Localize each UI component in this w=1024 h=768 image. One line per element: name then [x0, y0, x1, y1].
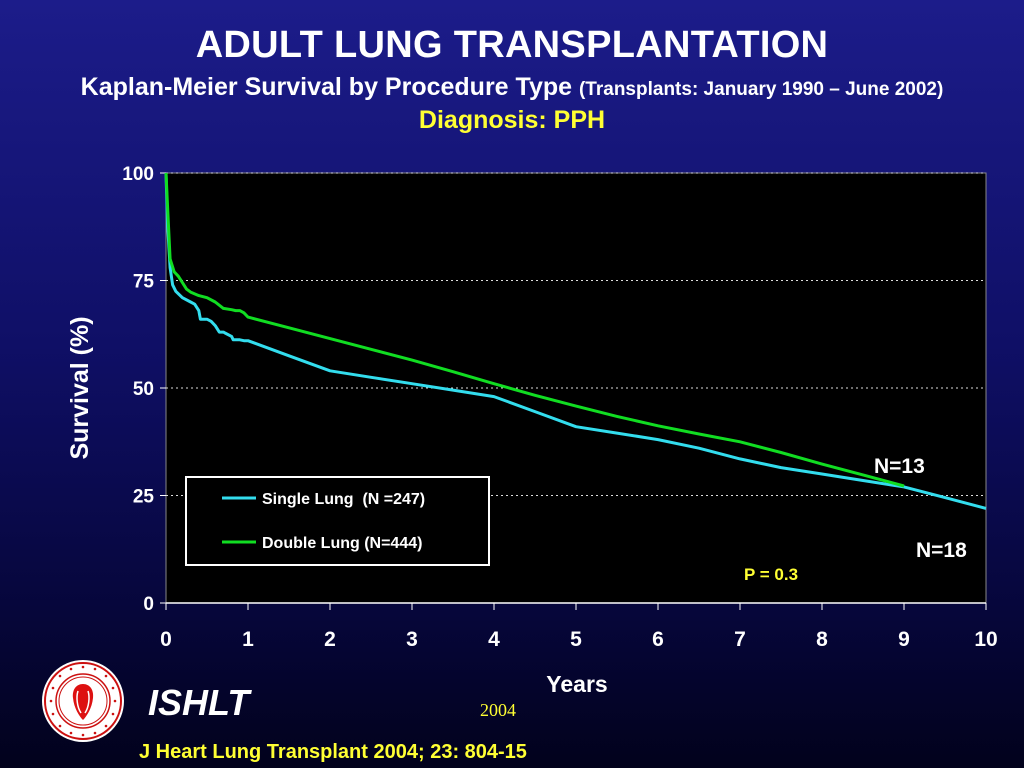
- legend-label-double-lung: Double Lung (N=444): [262, 535, 422, 552]
- year-label: 2004: [480, 700, 516, 720]
- subtitle-main: Kaplan-Meier Survival by Procedure Type: [80, 73, 573, 101]
- axes: 0 25 50 75 100 0 1 2 3 4 5 6 7 8 9 10: [122, 164, 997, 651]
- x-tick-label-2: 2: [324, 628, 336, 651]
- y-tick-label-100: 100: [122, 164, 154, 185]
- y-tick-label-75: 75: [133, 272, 155, 293]
- annotation-n18: N=18: [916, 539, 967, 562]
- x-tick-label-6: 6: [652, 628, 664, 651]
- series-line-single-lung: [164, 172, 987, 510]
- annotation-n13: N=13: [874, 455, 925, 478]
- ishlt-seal-logo: [42, 660, 124, 742]
- y-tick-label-0: 0: [143, 594, 154, 615]
- x-tick-label-9: 9: [898, 628, 910, 651]
- legend: Single Lung (N =247) Double Lung (N=444): [185, 476, 490, 566]
- citation: J Heart Lung Transplant 2004; 23: 804-15: [139, 741, 527, 763]
- series-lines: [164, 172, 987, 510]
- y-tick-label-50: 50: [133, 379, 154, 400]
- x-tick-label-8: 8: [816, 628, 828, 651]
- ishlt-label: ISHLT: [148, 682, 250, 723]
- x-axis-title: Years: [546, 671, 607, 697]
- x-tick-label-4: 4: [488, 628, 500, 651]
- legend-box: [185, 476, 490, 566]
- y-axis-title: Survival (%): [66, 316, 94, 459]
- x-tick-label-1: 1: [242, 628, 254, 651]
- diagnosis-label: Diagnosis: PPH: [418, 106, 606, 134]
- x-tick-label-7: 7: [734, 628, 746, 651]
- legend-label-single-lung: Single Lung (N =247): [262, 491, 425, 508]
- y-tick-label-25: 25: [133, 487, 155, 508]
- page-title: ADULT LUNG TRANSPLANTATION: [195, 24, 829, 66]
- x-tick-label-10: 10: [974, 628, 997, 651]
- x-tick-label-3: 3: [406, 628, 418, 651]
- subtitle: Kaplan-Meier Survival by Procedure Type …: [0, 73, 1024, 102]
- subtitle-date-range: (Transplants: January 1990 – June 2002): [578, 79, 944, 100]
- x-tick-label-5: 5: [570, 628, 582, 651]
- p-value-annotation: P = 0.3: [744, 565, 798, 584]
- x-tick-label-0: 0: [160, 628, 172, 651]
- series-line-double-lung: [164, 172, 905, 488]
